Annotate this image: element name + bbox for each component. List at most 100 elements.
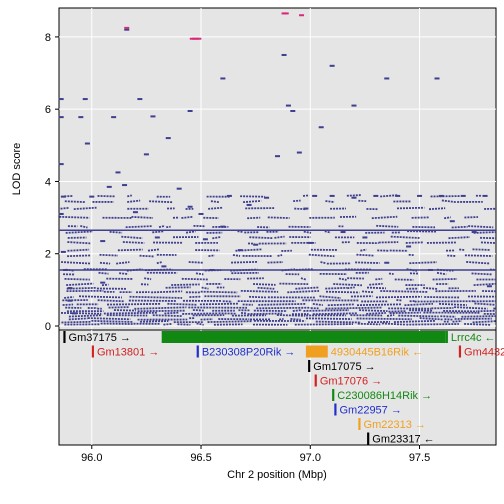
lod-band-segment [188, 261, 203, 264]
lod-panel-background [58, 7, 497, 331]
lod-band-segment [164, 311, 179, 315]
lod-band-segment [276, 314, 306, 317]
lod-point [154, 236, 160, 239]
lod-band-segment [461, 315, 497, 318]
lod-band-segment [140, 320, 169, 323]
lod-band-segment [287, 290, 320, 294]
lod-point [296, 151, 302, 154]
lod-band-segment [65, 230, 93, 234]
lod-band-segment [366, 312, 386, 315]
lod-band-segment [66, 282, 94, 286]
lod-point [143, 153, 149, 156]
lod-band-segment [152, 230, 164, 234]
lod-band-segment [376, 224, 399, 228]
lod-point [340, 231, 346, 234]
lod-point [115, 171, 121, 174]
lod-band-segment [371, 215, 398, 220]
lod-band-segment [308, 253, 335, 258]
lod-band-segment [80, 225, 88, 229]
lod-band-segment [380, 290, 428, 293]
lod-band-segment [196, 322, 204, 326]
lod-point [449, 220, 455, 223]
lod-point [438, 194, 444, 197]
lod-band-segment [127, 199, 141, 203]
lod-band-segment [59, 215, 90, 219]
lod-point [187, 205, 193, 208]
lod-band-segment [116, 261, 130, 265]
lod-band-segment [158, 225, 166, 229]
lod-band-segment [61, 261, 91, 265]
lod-peak-point [299, 14, 305, 17]
lod-point [202, 238, 208, 241]
lod-point [285, 104, 291, 107]
lod-band-segment [129, 295, 183, 299]
lod-band-segment [398, 314, 439, 318]
lod-band-segment [66, 286, 97, 290]
lod-band-segment [67, 241, 91, 245]
lod-band-segment [101, 283, 109, 287]
lod-band-segment [356, 303, 401, 307]
lod-band-segment [477, 309, 497, 313]
lod-band-segment [125, 225, 152, 229]
lod-point [486, 285, 492, 288]
lod-point [406, 245, 412, 248]
lod-point [384, 77, 390, 80]
lod-point [82, 98, 88, 101]
lod-band-segment [436, 271, 447, 276]
lod-point [226, 194, 232, 197]
gene-bar [161, 331, 446, 343]
gene-bar [332, 389, 335, 401]
lod-band-segment [201, 286, 209, 290]
lod-band-segment [127, 194, 133, 198]
lod-point [351, 104, 357, 107]
lod-point [106, 185, 112, 188]
lod-band-segment [443, 309, 477, 313]
lod-band-segment [240, 195, 265, 198]
lod-band-segment [67, 248, 90, 252]
lod-band-segment [454, 306, 488, 310]
lod-band-segment [303, 230, 312, 234]
lod-band-segment [302, 194, 310, 197]
lod-band-segment [207, 320, 253, 323]
lod-band-segment [210, 200, 220, 204]
lod-band-segment [419, 317, 444, 321]
lod-band-segment [355, 261, 380, 264]
lod-point [165, 137, 171, 140]
lod-band-segment [451, 225, 468, 229]
lod-band-segment [144, 277, 152, 281]
lod-band-segment [200, 290, 238, 294]
lod-point [434, 77, 440, 80]
lod-point [58, 212, 64, 215]
lod-band-segment [232, 254, 241, 257]
y-axis-title: LOD score [11, 143, 23, 196]
lod-y-axis: 0 2 4 6 8 [45, 32, 59, 333]
lod-band-segment [440, 315, 456, 318]
lod-band-segment [274, 235, 285, 239]
lod-point [137, 98, 143, 101]
lod-band-segment [448, 236, 470, 240]
lod-band-segment [108, 306, 130, 309]
y-tick-label: 8 [45, 32, 51, 44]
lod-band-segment [409, 261, 437, 265]
lod-point [329, 64, 335, 67]
lod-band-segment [109, 230, 123, 234]
lod-band-segment [139, 254, 154, 258]
lod-band-segment [68, 317, 88, 321]
lod-band-segment [240, 289, 279, 293]
lod-band-segment [315, 320, 362, 324]
lod-band-segment [121, 235, 143, 240]
lod-band-segment [99, 253, 119, 257]
lod-point [312, 194, 318, 197]
lod-band-segment [257, 286, 275, 290]
lod-band-segment [231, 260, 258, 264]
lod-band-segment [300, 277, 307, 281]
lod-band-segment [381, 322, 406, 326]
lod-point [58, 98, 64, 101]
lod-point [150, 115, 156, 118]
lod-point [237, 249, 243, 252]
lod-band-segment [62, 303, 74, 306]
lod-band-segment [181, 215, 193, 219]
lod-band-segment [247, 312, 283, 315]
x-axis-title: Chr 2 position (Mbp) [227, 469, 327, 481]
